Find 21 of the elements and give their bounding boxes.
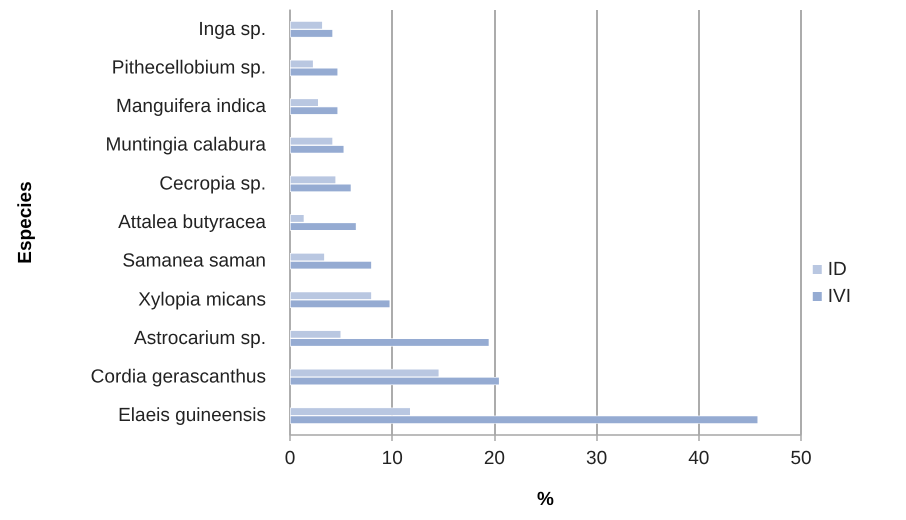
x-tick-label: 50 bbox=[790, 448, 812, 469]
x-tick-label: 20 bbox=[484, 448, 505, 469]
y-tick-label: Samanea saman bbox=[122, 250, 266, 272]
y-tick-label: Astrocarium sp. bbox=[134, 328, 266, 349]
y-tick-label: Muntingia calabura bbox=[105, 134, 266, 156]
legend-label: ID bbox=[828, 259, 847, 280]
y-tick-label: Xylopia micans bbox=[138, 289, 266, 310]
x-tick-label: 0 bbox=[284, 448, 296, 469]
y-tick-label: Attalea butyracea bbox=[118, 212, 266, 233]
y-tick-label: Manguifera indica bbox=[116, 96, 266, 118]
x-tick-label: 10 bbox=[382, 448, 403, 469]
y-tick-label: Elaeis guineensis bbox=[118, 405, 266, 426]
x-tick-label: 40 bbox=[688, 448, 710, 469]
legend-label: IVI bbox=[828, 286, 852, 307]
y-tick-label: Cecropia sp. bbox=[159, 173, 266, 194]
y-tick-label: Cordia gerascanthus bbox=[90, 366, 266, 388]
y-tick-label: Inga sp. bbox=[198, 18, 266, 40]
y-tick-label: Pithecellobium sp. bbox=[112, 57, 266, 78]
x-axis-title: % bbox=[537, 489, 554, 510]
y-axis-title: Especies bbox=[15, 181, 36, 264]
x-tick-label: 30 bbox=[586, 448, 608, 469]
